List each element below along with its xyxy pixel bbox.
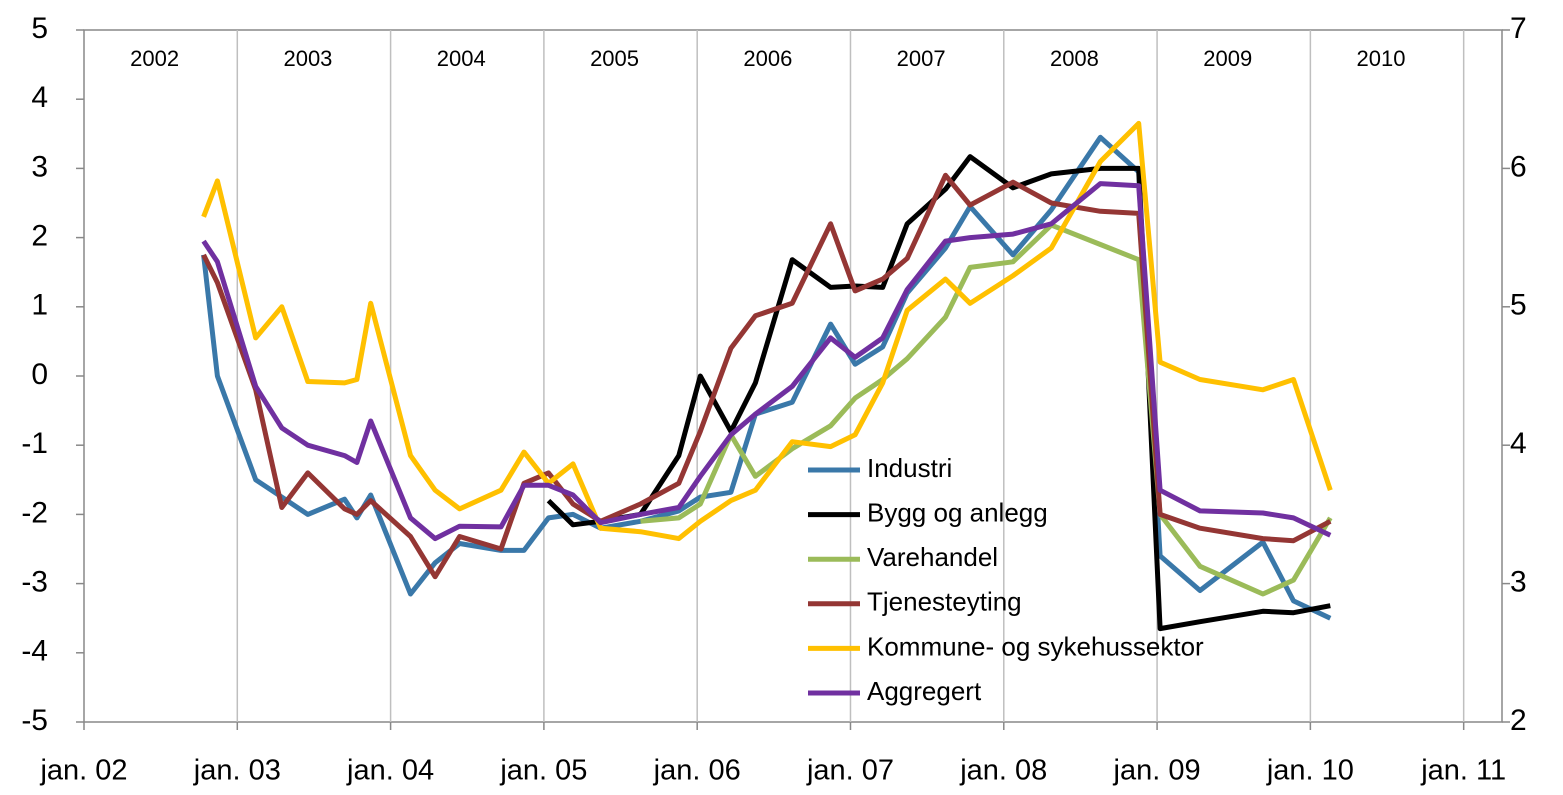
legend-label: Bygg og anlegg (867, 497, 1048, 527)
year-label: 2009 (1203, 46, 1252, 71)
x-tick-label: jan. 06 (653, 755, 741, 787)
y-tick-label: 1 (31, 289, 48, 322)
y2-tick-label: 2 (1510, 704, 1527, 737)
y2-tick-label: 7 (1510, 12, 1527, 45)
series-line (201, 172, 1332, 580)
x-tick-label: jan. 11 (1420, 755, 1506, 787)
year-label: 2002 (130, 46, 179, 71)
series-line (546, 154, 1331, 632)
legend-label: Industri (867, 453, 952, 483)
x-tick-label: jan. 02 (39, 755, 127, 787)
y-tick-label: -3 (21, 566, 48, 599)
series-line (201, 134, 1332, 621)
legend-label: Tjenesteyting (867, 587, 1022, 617)
x-tick-label: jan. 09 (1113, 755, 1201, 787)
x-tick-label: jan. 10 (1266, 755, 1354, 787)
legend-label: Kommune- og sykehussektor (867, 631, 1204, 661)
series-line (201, 181, 1332, 542)
year-label: 2007 (897, 46, 946, 71)
year-label: 2006 (743, 46, 792, 71)
y-tick-label: -5 (21, 704, 48, 737)
series-line (201, 120, 1333, 542)
x-tick-label: jan. 04 (346, 755, 434, 787)
y-tick-label: -2 (21, 496, 48, 529)
year-label: 2008 (1050, 46, 1099, 71)
y2-tick-label: 4 (1510, 427, 1527, 460)
x-tick-label: jan. 07 (806, 755, 894, 787)
year-label: 2004 (437, 46, 486, 71)
y-tick-label: 5 (31, 12, 48, 45)
legend-label: Aggregert (867, 676, 982, 706)
y-tick-label: -4 (21, 635, 48, 668)
plot-frame (83, 29, 1503, 723)
series-line (640, 222, 1333, 597)
x-tick-label: jan. 03 (193, 755, 281, 787)
y-tick-label: 0 (31, 358, 48, 391)
y-tick-label: 3 (31, 150, 48, 183)
y2-tick-label: 5 (1510, 289, 1527, 322)
y2-tick-label: 3 (1510, 566, 1527, 599)
y-tick-label: 4 (31, 81, 48, 114)
x-tick-label: jan. 05 (499, 755, 587, 787)
y-tick-label: -1 (21, 427, 48, 460)
legend-label: Varehandel (867, 542, 998, 572)
year-label: 2010 (1357, 46, 1406, 71)
y-tick-label: 2 (31, 220, 48, 253)
year-label: 2003 (283, 46, 332, 71)
x-tick-label: jan. 08 (959, 755, 1047, 787)
y2-tick-label: 6 (1510, 150, 1527, 183)
year-label: 2005 (590, 46, 639, 71)
